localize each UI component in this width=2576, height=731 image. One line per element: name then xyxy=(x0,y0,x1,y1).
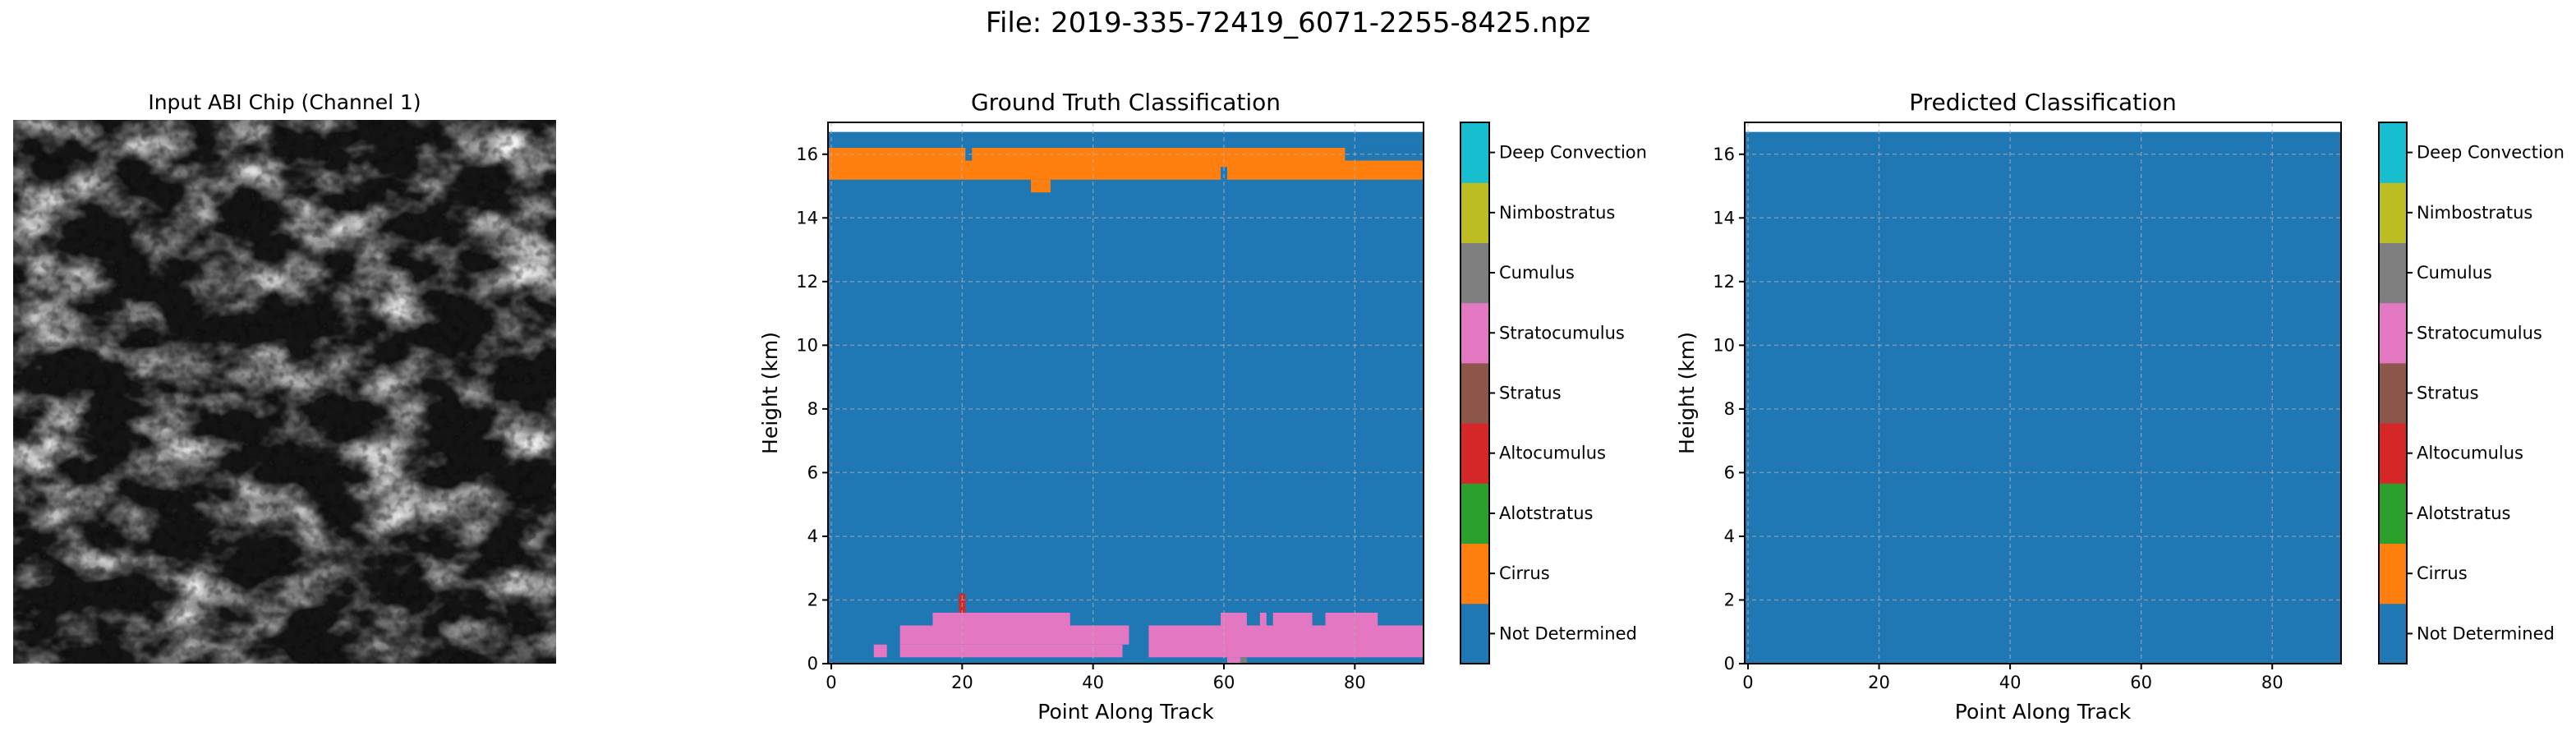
heatmap-region xyxy=(932,612,1070,626)
x-tick-label: 0 xyxy=(826,673,836,692)
y-tick-label: 6 xyxy=(1724,462,1735,482)
y-tick-label: 8 xyxy=(807,399,818,419)
colorbar-segment xyxy=(2379,543,2407,605)
y-tick-label: 16 xyxy=(1713,145,1735,164)
x-axis-label: Point Along Track xyxy=(1037,700,1214,724)
colorbar-label: Deep Convection xyxy=(2417,143,2564,163)
x-tick-label: 60 xyxy=(2130,673,2152,692)
colorbar-label: Not Determined xyxy=(2417,623,2555,643)
heatmap-region xyxy=(1226,657,1240,664)
colorbar-segment xyxy=(2379,423,2407,484)
colorbar-segment xyxy=(1460,182,1489,243)
heatmap-background xyxy=(828,131,1424,664)
heatmap-region xyxy=(1030,179,1051,193)
colorbar-segment xyxy=(2379,122,2407,183)
y-tick-label: 16 xyxy=(796,145,818,164)
colorbar-segment xyxy=(1460,302,1489,364)
colorbar-segment xyxy=(1460,242,1489,304)
colorbar-label: Alotstratus xyxy=(2417,503,2510,523)
colorbar-label: Deep Convection xyxy=(1499,143,1647,163)
input-abi-chip-image xyxy=(13,120,556,664)
y-tick-label: 14 xyxy=(796,208,818,228)
y-tick-label: 14 xyxy=(1713,208,1735,228)
colorbar-segment xyxy=(2379,242,2407,304)
colorbar-segment xyxy=(2379,302,2407,364)
heatmap-region xyxy=(1259,612,1267,626)
heatmap-region xyxy=(1240,657,1247,664)
colorbar-label: Stratus xyxy=(2417,384,2479,403)
y-tick-label: 0 xyxy=(1724,654,1735,674)
colorbar-label: Nimbostratus xyxy=(1499,203,1615,223)
heatmap-region xyxy=(1221,167,1227,180)
colorbar-segment xyxy=(2379,362,2407,424)
colorbar-segment xyxy=(1460,362,1489,424)
y-tick-label: 4 xyxy=(1724,526,1735,546)
x-tick-label: 80 xyxy=(1344,673,1366,692)
colorbar-segment xyxy=(1460,483,1489,545)
heatmap-region xyxy=(1272,612,1313,626)
colorbar-label: Not Determined xyxy=(1499,623,1637,643)
x-tick-label: 80 xyxy=(2261,673,2284,692)
colorbar-segment xyxy=(2379,603,2407,664)
x-tick-label: 0 xyxy=(1742,673,1753,692)
y-axis-label: Height (km) xyxy=(758,332,782,454)
colorbar-label: Nimbostratus xyxy=(2417,203,2532,223)
chart-panel-1: 0 20 40 60 80 0 2 4 6 8 10 12 14 16 Ground Truth Class… xyxy=(758,89,1647,724)
colorbar-label: Cumulus xyxy=(2417,263,2492,283)
plot-frame xyxy=(827,122,1424,664)
y-tick-label: 8 xyxy=(1724,399,1735,419)
chart-panel-2: 0 20 40 60 80 0 2 4 6 8 10 12 14 16 Predicted Classifi… xyxy=(1675,89,2564,724)
colorbar-label: Alotstratus xyxy=(1499,503,1593,523)
colorbar-label: Altocumulus xyxy=(1499,444,1606,463)
chart-title: Ground Truth Classification xyxy=(971,89,1281,116)
colorbar-label: Stratocumulus xyxy=(1499,323,1625,343)
colorbar-label: Altocumulus xyxy=(2417,444,2523,463)
x-axis-label: Point Along Track xyxy=(1955,700,2132,724)
colorbar-frame xyxy=(2378,122,2408,664)
x-tick-label: 20 xyxy=(951,673,973,692)
y-tick-label: 10 xyxy=(796,335,818,355)
heatmap-region xyxy=(899,625,1129,645)
colorbar-label: Cirrus xyxy=(1499,563,1550,583)
plot-frame xyxy=(1744,122,2342,664)
y-tick-label: 2 xyxy=(1724,590,1735,609)
colorbar-segment xyxy=(1460,122,1489,183)
y-tick-label: 4 xyxy=(807,526,818,546)
heatmap-region xyxy=(899,644,1123,658)
colorbar-segment xyxy=(2379,182,2407,243)
colorbar-segment xyxy=(2379,483,2407,545)
input-image-title: Input ABI Chip (Channel 1) xyxy=(148,90,421,114)
chart-title: Predicted Classification xyxy=(1909,89,2177,116)
y-axis-label: Height (km) xyxy=(1675,332,1699,454)
colorbar-frame xyxy=(1460,122,1490,664)
colorbar-label: Stratocumulus xyxy=(2417,323,2542,343)
y-tick-label: 10 xyxy=(1713,335,1735,355)
figure-title: File: 2019-335-72419_6071-2255-8425.npz xyxy=(985,7,1591,39)
heatmap-region xyxy=(828,148,1424,180)
y-tick-label: 2 xyxy=(807,590,818,609)
heatmap-region xyxy=(1148,625,1424,658)
y-tick-label: 12 xyxy=(1713,272,1735,292)
x-tick-label: 40 xyxy=(1082,673,1104,692)
colorbar-label: Cirrus xyxy=(2417,563,2468,583)
y-tick-label: 12 xyxy=(796,272,818,292)
y-tick-label: 0 xyxy=(807,654,818,674)
x-tick-label: 60 xyxy=(1213,673,1235,692)
colorbar-segment xyxy=(1460,603,1489,664)
colorbar-segment xyxy=(1460,543,1489,605)
x-tick-label: 20 xyxy=(1868,673,1890,692)
heatmap-region xyxy=(1325,612,1378,626)
x-tick-label: 40 xyxy=(1999,673,2022,692)
heatmap-background xyxy=(1745,131,2341,664)
colorbar-label: Stratus xyxy=(1499,384,1562,403)
y-tick-label: 6 xyxy=(807,462,818,482)
colorbar-segment xyxy=(1460,423,1489,484)
heatmap-region xyxy=(1221,612,1247,626)
heatmap-region xyxy=(873,644,887,658)
colorbar-label: Cumulus xyxy=(1499,263,1575,283)
